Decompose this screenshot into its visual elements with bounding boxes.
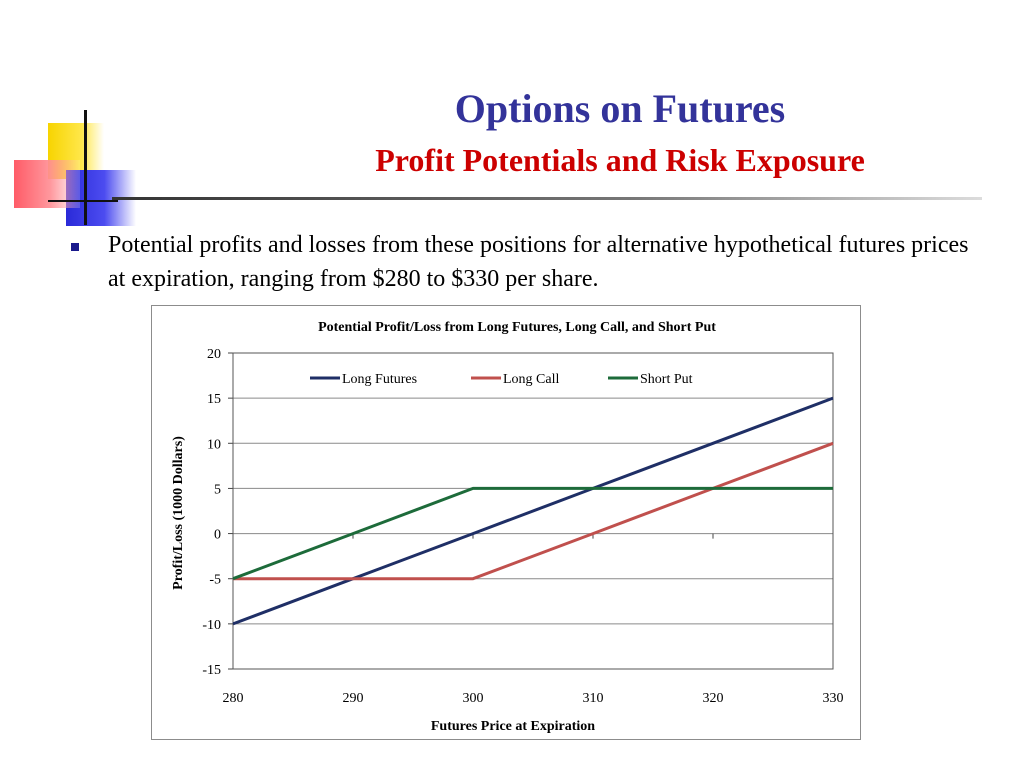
y-tick-label: 5 xyxy=(214,482,221,497)
bullet-square-icon xyxy=(71,243,79,251)
x-axis-title: Futures Price at Expiration xyxy=(431,719,595,734)
x-tick-label: 290 xyxy=(343,691,364,706)
bullet-text: Potential profits and losses from these … xyxy=(108,232,969,292)
y-tick-label: -10 xyxy=(202,618,221,633)
y-tick-label: 10 xyxy=(207,437,221,452)
slide-logo xyxy=(0,0,150,240)
x-tick-label: 300 xyxy=(463,691,484,706)
series-line-short-put xyxy=(232,486,833,581)
y-tick-label: 0 xyxy=(214,528,221,543)
slide-subtitle: Profit Potentials and Risk Exposure xyxy=(375,142,865,178)
profit-loss-chart: Potential Profit/Loss from Long Futures,… xyxy=(171,320,844,734)
legend-label: Long Futures xyxy=(342,372,417,387)
chart-container: Potential Profit/Loss from Long Futures,… xyxy=(151,305,861,740)
slide-title: Options on Futures xyxy=(454,86,786,131)
plot-area-border xyxy=(232,352,834,670)
series-line-long-call xyxy=(233,441,834,581)
chart-title: Potential Profit/Loss from Long Futures,… xyxy=(318,320,716,335)
y-tick-label: -15 xyxy=(202,663,221,678)
logo-horizontal-line xyxy=(48,200,118,202)
y-tick-label: 15 xyxy=(207,392,221,407)
y-tick-label: -5 xyxy=(209,573,221,588)
legend-label: Short Put xyxy=(640,372,693,387)
x-tick-label: 330 xyxy=(823,691,844,706)
y-axis-title: Profit/Loss (1000 Dollars) xyxy=(171,436,186,590)
legend-label: Long Call xyxy=(503,372,559,387)
title-divider xyxy=(112,197,982,200)
logo-vertical-line xyxy=(84,110,87,225)
series-line-long-futures xyxy=(232,396,834,626)
x-tick-label: 310 xyxy=(583,691,604,706)
x-tick-label: 320 xyxy=(703,691,724,706)
x-tick-label: 280 xyxy=(223,691,244,706)
y-tick-label: 20 xyxy=(207,347,221,362)
